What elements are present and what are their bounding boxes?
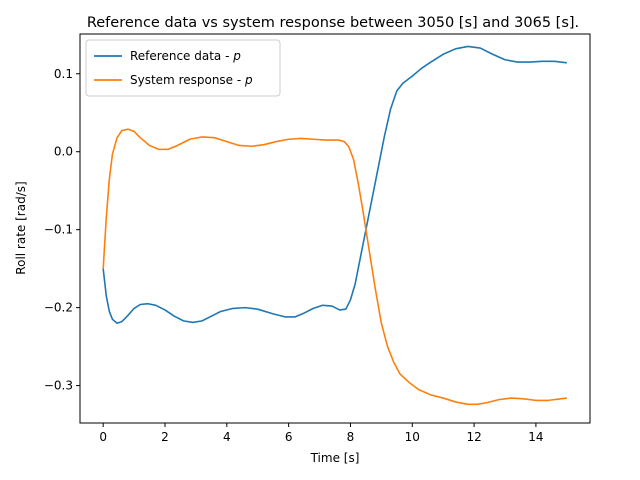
- y-axis: −0.3 −0.2 −0.1 0.0 0.1: [44, 67, 80, 393]
- plot-frame: [79, 33, 591, 424]
- x-tick-label: 12: [466, 430, 481, 444]
- x-tick-label: 0: [99, 430, 107, 444]
- x-tick-label: 4: [223, 430, 231, 444]
- x-tick-label: 6: [285, 430, 293, 444]
- y-axis-label: Roll rate [rad/s]: [14, 181, 28, 274]
- series-line-system-response: [102, 128, 567, 406]
- legend-box: [85, 39, 281, 97]
- legend-label-reference: Reference data - p: [130, 49, 241, 63]
- x-tick-label: 2: [161, 430, 169, 444]
- x-axis-label: Time [s]: [310, 451, 360, 465]
- plot-area: [102, 45, 567, 406]
- legend-label-reference-symbol: p: [232, 49, 241, 63]
- series-layer: [102, 45, 567, 406]
- legend-label-system-symbol: p: [244, 73, 253, 87]
- series-line-reference: [102, 45, 567, 325]
- x-tick-label: 10: [405, 430, 420, 444]
- legend-label-reference-prefix: Reference data -: [130, 49, 233, 63]
- y-tick-label: −0.2: [44, 301, 73, 315]
- y-tick-label: −0.3: [44, 379, 73, 393]
- legend: Reference data - p System response - p: [85, 39, 281, 97]
- x-tick-label: 14: [528, 430, 543, 444]
- chart-title: Reference data vs system response betwee…: [87, 15, 579, 31]
- y-tick-label: 0.1: [54, 67, 73, 81]
- legend-label-system-response: System response - p: [130, 73, 253, 87]
- x-axis: 0 2 4 6 8 10 12 14: [99, 423, 544, 444]
- y-tick-label: −0.1: [44, 223, 73, 237]
- y-tick-label: 0.0: [54, 145, 73, 159]
- x-tick-label: 8: [347, 430, 355, 444]
- legend-label-system-prefix: System response -: [130, 73, 245, 87]
